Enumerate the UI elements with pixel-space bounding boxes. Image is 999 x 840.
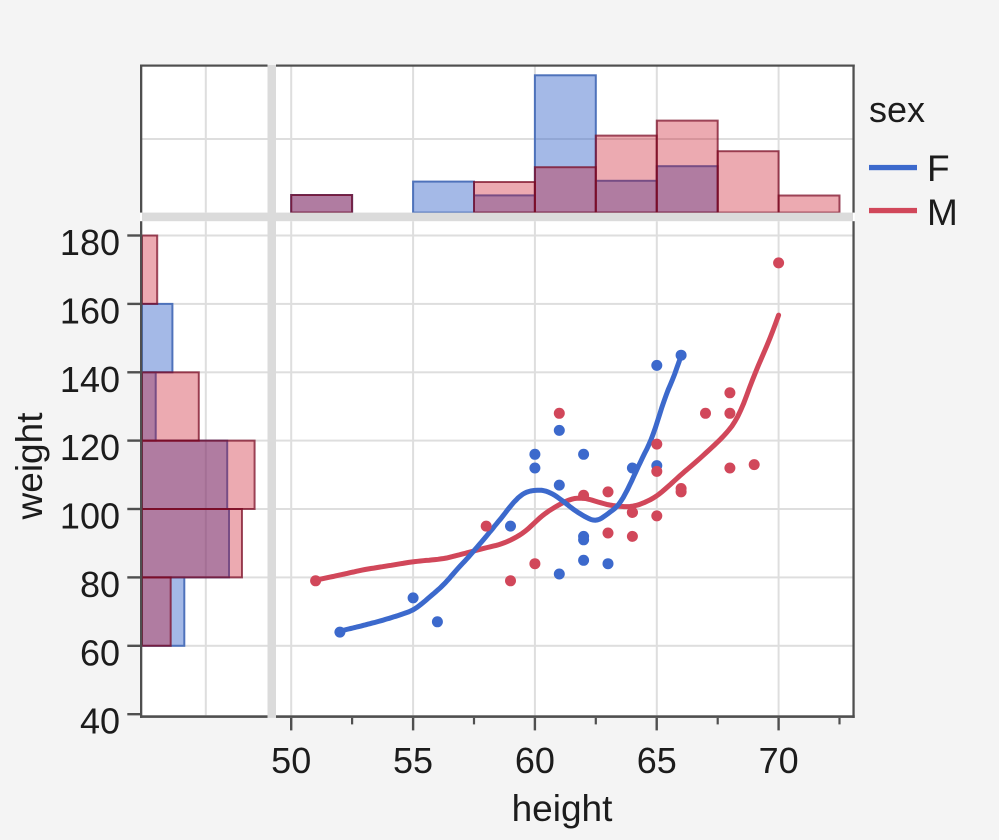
svg-text:sex: sex — [869, 89, 925, 130]
svg-text:65: 65 — [637, 740, 677, 781]
svg-text:weight: weight — [9, 412, 50, 521]
svg-text:120: 120 — [60, 427, 120, 468]
svg-text:F: F — [927, 148, 950, 189]
svg-text:160: 160 — [60, 290, 120, 331]
svg-text:80: 80 — [80, 564, 120, 605]
svg-text:100: 100 — [60, 496, 120, 537]
svg-text:60: 60 — [515, 740, 555, 781]
svg-text:55: 55 — [393, 740, 433, 781]
svg-text:60: 60 — [80, 632, 120, 673]
svg-text:M: M — [927, 192, 958, 233]
svg-text:50: 50 — [271, 740, 311, 781]
svg-text:70: 70 — [759, 740, 799, 781]
svg-text:140: 140 — [60, 359, 120, 400]
svg-text:180: 180 — [60, 222, 120, 263]
svg-text:height: height — [512, 788, 614, 829]
svg-text:40: 40 — [80, 701, 120, 742]
